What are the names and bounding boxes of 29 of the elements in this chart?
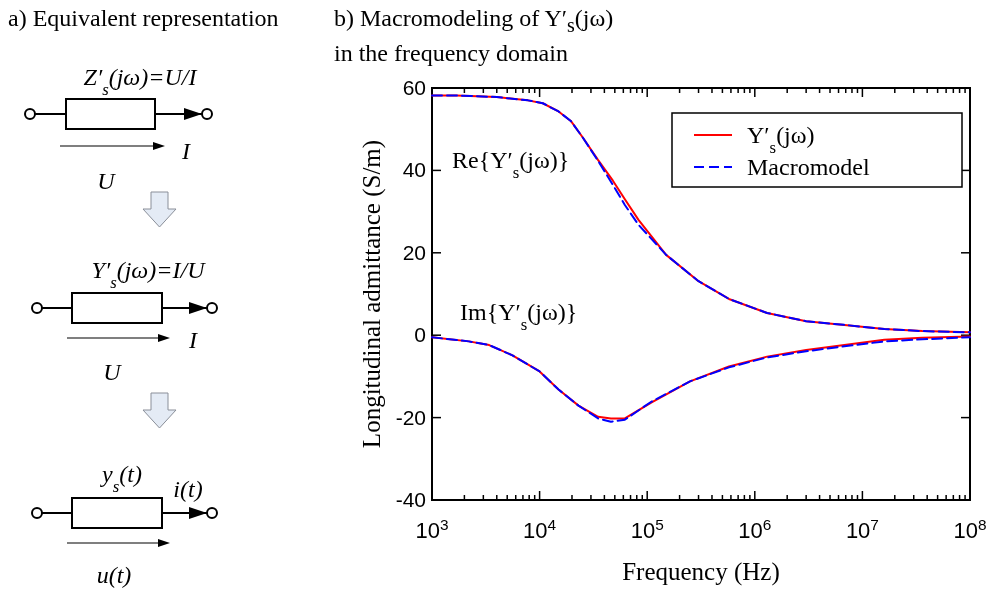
text: Z′$_{s}$(jω)=U/I: [83, 64, 198, 99]
y-tick-label: 20: [402, 240, 426, 264]
text: I: [188, 327, 198, 353]
y-tick-label: 40: [402, 158, 426, 182]
x-tick-label: 10$^{6}$: [738, 515, 772, 543]
y-tick-label: -40: [395, 488, 426, 511]
legend-label: Y′$_{s}$(jω): [747, 122, 815, 157]
x-tick-label: 10$^{7}$: [845, 515, 879, 543]
x-tick-label: 10$^{5}$: [630, 515, 664, 543]
text: i(t): [173, 476, 203, 502]
chart-title: b) Macromodeling of Y′$_{s}$(jω) in the frequency domain: [334, 4, 615, 67]
x-tick-label: 10$^{8}$: [953, 515, 987, 543]
y-tick-label: 60: [402, 76, 426, 99]
text: u(t): [96, 562, 132, 588]
text: U: [103, 359, 123, 385]
annotation: Re{Y′$_{s}$(jω)}: [452, 147, 570, 182]
text: Y′$_{s}$(jω)=I/U: [91, 257, 207, 292]
text: a) Equivalent representation: [8, 4, 279, 32]
x-axis-title: Frequency (Hz): [622, 558, 780, 586]
text: I: [181, 138, 191, 164]
text: U: [97, 168, 117, 194]
x-tick-label: 10$^{3}$: [415, 515, 449, 543]
legend-label: Macromodel: [747, 154, 870, 180]
annotation: Im{Y′$_{s}$(jω)}: [460, 299, 578, 334]
y-tick-label: -20: [395, 405, 426, 429]
text: y$_{s}$(t): [100, 461, 142, 496]
x-tick-label: 10$^{4}$: [523, 515, 557, 543]
y-axis-title: Longitudinal admittance (S/m): [358, 139, 386, 449]
y-tick-label: 0: [414, 323, 426, 347]
